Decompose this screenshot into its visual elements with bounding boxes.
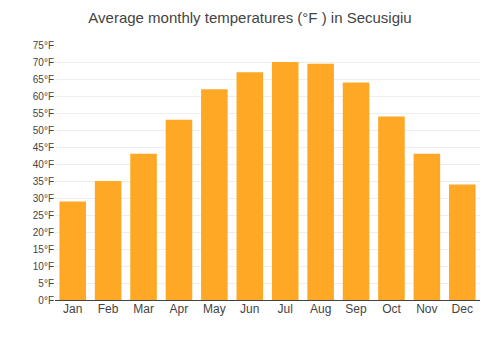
- svg-text:Jun: Jun: [240, 302, 259, 316]
- svg-text:10°F: 10°F: [33, 261, 54, 272]
- svg-text:50°F: 50°F: [33, 125, 54, 136]
- svg-text:40°F: 40°F: [33, 159, 54, 170]
- svg-text:Oct: Oct: [382, 302, 401, 316]
- svg-text:55°F: 55°F: [33, 108, 54, 119]
- svg-text:35°F: 35°F: [33, 176, 54, 187]
- svg-text:Jul: Jul: [278, 302, 293, 316]
- svg-text:Jan: Jan: [63, 302, 82, 316]
- svg-text:0°F: 0°F: [38, 295, 54, 306]
- svg-text:Aug: Aug: [310, 302, 331, 316]
- svg-text:75°F: 75°F: [33, 40, 54, 51]
- svg-text:Sep: Sep: [345, 302, 367, 316]
- svg-text:Feb: Feb: [98, 302, 119, 316]
- svg-text:Average monthly temperatures (: Average monthly temperatures (°F ) in Se…: [88, 9, 411, 26]
- svg-text:Nov: Nov: [416, 302, 437, 316]
- svg-text:5°F: 5°F: [38, 278, 54, 289]
- svg-text:25°F: 25°F: [33, 210, 54, 221]
- svg-text:Dec: Dec: [452, 302, 473, 316]
- svg-text:65°F: 65°F: [33, 74, 54, 85]
- svg-text:20°F: 20°F: [33, 227, 54, 238]
- svg-text:60°F: 60°F: [33, 91, 54, 102]
- svg-text:May: May: [203, 302, 226, 316]
- svg-text:30°F: 30°F: [33, 193, 54, 204]
- svg-text:Mar: Mar: [133, 302, 154, 316]
- svg-text:45°F: 45°F: [33, 142, 54, 153]
- svg-text:70°F: 70°F: [33, 57, 54, 68]
- svg-text:Apr: Apr: [170, 302, 189, 316]
- svg-text:15°F: 15°F: [33, 244, 54, 255]
